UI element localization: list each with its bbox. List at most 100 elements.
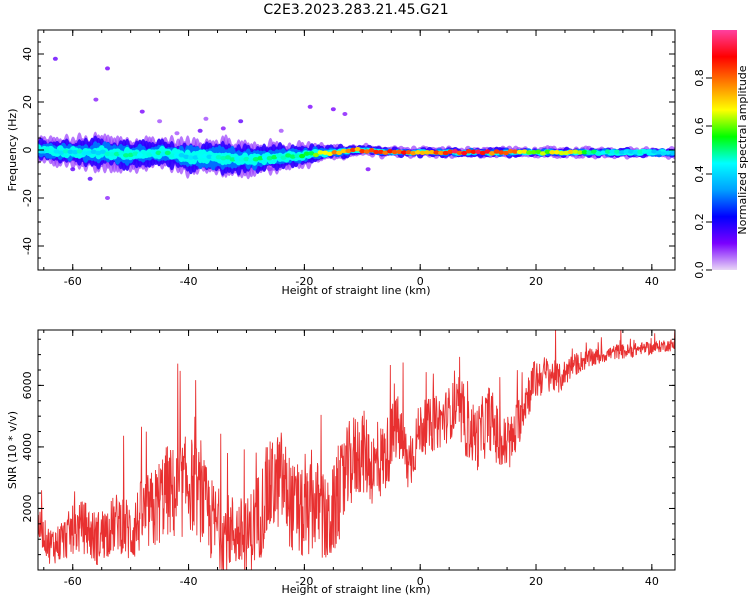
spectrogram-peak-cell bbox=[363, 149, 370, 154]
spectrogram-peak-cell bbox=[669, 150, 675, 156]
spectrogram-peak-cell bbox=[359, 148, 366, 154]
spectrogram-peak-cell bbox=[590, 149, 597, 154]
spectrogram-peak-cell bbox=[521, 149, 528, 154]
spectrogram-peak-cell bbox=[99, 149, 106, 155]
spectrogram-peak-cell bbox=[387, 149, 394, 154]
spectrogram-peak-cell bbox=[285, 153, 292, 158]
spectrogram-outlier bbox=[238, 119, 244, 124]
spectrogram-peak-cell bbox=[479, 150, 486, 156]
spectrogram-peak-cell bbox=[90, 149, 97, 154]
spectrogram-y-tick-label: 0 bbox=[21, 147, 34, 154]
spectrogram-peak-cell bbox=[465, 149, 472, 154]
spectrogram-outlier bbox=[104, 66, 110, 71]
colorbar-tick-label: 0.8 bbox=[693, 69, 706, 87]
spectrogram-peak-cell bbox=[475, 149, 482, 154]
spectrogram-peak-cell bbox=[48, 147, 55, 153]
spectrogram-y-tick-label: -40 bbox=[21, 237, 34, 255]
spectrogram-peak-cell bbox=[567, 149, 574, 155]
spectrogram-peak-cell bbox=[618, 150, 625, 155]
spectrogram-peak-cell bbox=[67, 149, 74, 154]
spectrogram-peak-cell bbox=[326, 151, 333, 156]
spectrogram-peak-cell bbox=[109, 152, 116, 157]
spectrogram-peak-cell bbox=[169, 153, 176, 158]
spectrogram-peak-cell bbox=[44, 147, 51, 152]
spectrogram-peak-cell bbox=[451, 149, 458, 154]
spectrogram-outlier bbox=[220, 126, 226, 131]
spectrogram-peak-cell bbox=[336, 150, 343, 156]
spectrogram-peak-cell bbox=[331, 150, 338, 155]
spectrogram-peak-cell bbox=[220, 155, 227, 161]
spectrogram-peak-cell bbox=[609, 149, 616, 154]
spectrogram-peak-cell bbox=[354, 147, 361, 152]
spectrogram-peak-cell bbox=[206, 154, 213, 160]
spectrogram-peak-cell bbox=[81, 151, 88, 156]
spectrogram-peak-cell bbox=[271, 155, 278, 160]
spectrogram-peak-cell bbox=[641, 149, 648, 154]
snr-frame bbox=[37, 329, 676, 571]
spectrogram-peak-cell bbox=[201, 153, 208, 159]
spectrogram-y-tick-label: 40 bbox=[21, 47, 34, 61]
spectrogram-peak-cell bbox=[498, 150, 505, 155]
snr-x-tick-label: 20 bbox=[529, 575, 543, 588]
spectrogram-peak-cell bbox=[655, 150, 662, 155]
spectrogram-peak-cell bbox=[141, 150, 148, 155]
spectrogram-outlier bbox=[330, 107, 336, 112]
spectrogram-peak-cell bbox=[424, 150, 431, 155]
spectrogram-peak-cell bbox=[178, 152, 185, 158]
colorbar-tick-label: 0.6 bbox=[693, 117, 706, 135]
spectrogram-peak-cell bbox=[266, 156, 273, 161]
snr-y-tick-label: 4000 bbox=[21, 433, 34, 461]
spectrogram-outlier bbox=[307, 104, 313, 109]
spectrogram-outlier bbox=[157, 119, 163, 124]
spectrogram-peak-cell bbox=[456, 150, 463, 156]
spectrogram-peak-cell bbox=[308, 151, 315, 156]
snr-x-tick-label: 0 bbox=[417, 575, 424, 588]
snr-x-ticks: -60 -40 -20 0 20 40 bbox=[43, 330, 659, 588]
spectrogram-peak-cell bbox=[123, 153, 130, 158]
spectrogram-peak-cell bbox=[373, 149, 380, 155]
spectrogram-peak-cell bbox=[118, 150, 125, 156]
spectrogram-peak-cell bbox=[229, 157, 236, 162]
colorbar-tick-label: 0.2 bbox=[693, 213, 706, 231]
snr-panel: -60 -40 -20 0 20 40 2000 4000 6000 Height of st… bbox=[6, 329, 676, 596]
spectrogram-x-ticks: -60 -40 -20 0 20 40 bbox=[43, 30, 659, 288]
spectrogram-peak-cell bbox=[549, 150, 556, 155]
spectrogram-x-label: Height of straight line (km) bbox=[281, 284, 430, 297]
spectrogram-peak-cell bbox=[507, 149, 514, 154]
colorbar-gradient bbox=[712, 30, 737, 270]
spectrogram-peak-cell bbox=[637, 149, 644, 154]
spectrogram-peak-cell bbox=[516, 149, 523, 155]
spectrogram-peak-cell bbox=[377, 149, 384, 155]
spectrogram-peak-cell bbox=[623, 149, 630, 154]
spectrogram-peak-cell bbox=[252, 157, 259, 162]
spectrogram-peak-cell bbox=[62, 149, 69, 154]
spectrogram-peak-cell bbox=[544, 149, 551, 154]
spectrogram-peak-cell bbox=[317, 150, 324, 155]
spectrogram-peak-cell bbox=[400, 150, 407, 155]
spectrogram-peak-cell bbox=[526, 150, 533, 155]
spectrogram-x-tick-label: 0 bbox=[417, 275, 424, 288]
spectrogram-peak-cell bbox=[414, 150, 421, 155]
spectrogram-peak-cell bbox=[248, 157, 255, 163]
spectrogram-peak-cell bbox=[113, 151, 120, 157]
spectrogram-peak-cell bbox=[150, 150, 157, 155]
spectrogram-peak-cell bbox=[577, 150, 584, 155]
spectrogram-peak-cell bbox=[312, 152, 319, 158]
spectrogram-marks bbox=[38, 56, 675, 200]
spectrogram-peak-cell bbox=[461, 150, 468, 156]
spectrogram-peak-cell bbox=[595, 151, 602, 156]
spectrogram-peak-cell bbox=[146, 152, 153, 157]
spectrogram-outlier bbox=[278, 128, 284, 133]
spectrogram-peak-cell bbox=[192, 155, 199, 160]
spectrogram-x-tick-label: -60 bbox=[64, 275, 82, 288]
spectrogram-outlier bbox=[342, 112, 348, 116]
colorbar-label: Normalized spectral amplitude bbox=[736, 65, 749, 234]
spectrogram-outlier bbox=[174, 131, 180, 136]
snr-x-tick-label: -20 bbox=[295, 575, 313, 588]
figure-title: C2E3.2023.283.21.45.G21 bbox=[263, 2, 448, 18]
spectrogram-peak-cell bbox=[428, 149, 435, 155]
spectrogram-x-tick-label: 40 bbox=[645, 275, 659, 288]
colorbar-tick-label: 0.0 bbox=[693, 261, 706, 279]
spectrogram-peak-cell bbox=[600, 150, 607, 155]
